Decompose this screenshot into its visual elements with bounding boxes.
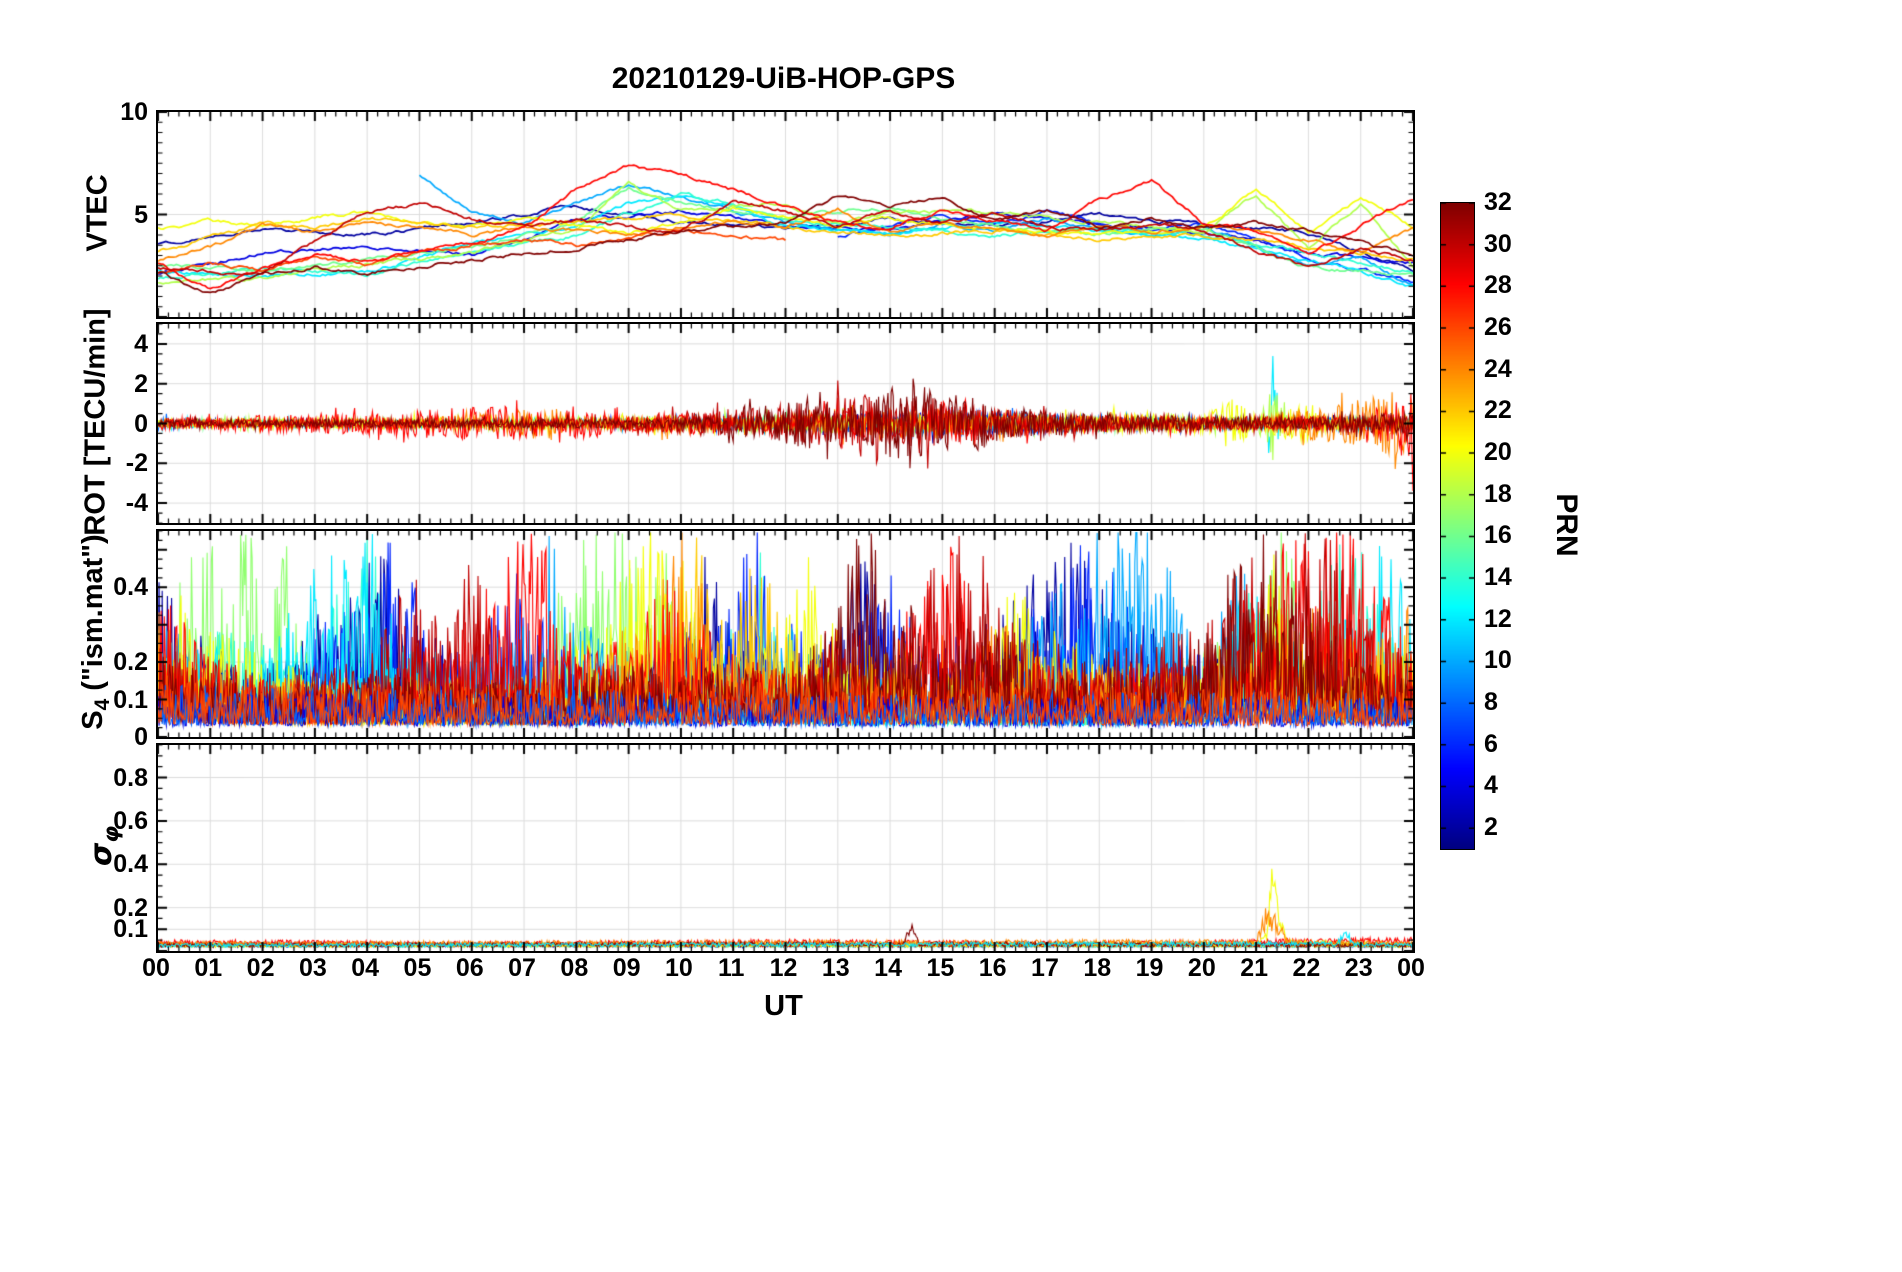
x-tick-label: 19: [1135, 954, 1164, 982]
colorbar-tick-label: 22: [1484, 396, 1512, 425]
y-tick-label: 0: [134, 723, 148, 751]
x-tick-label: 08: [560, 954, 589, 982]
sigma-phi-panel: [156, 743, 1415, 953]
y-tick-label: 2: [134, 369, 148, 398]
y-tick-label: 10: [120, 98, 148, 126]
colorbar-tick-label: 32: [1484, 188, 1512, 216]
x-tick-label: 16: [978, 954, 1007, 982]
chart-title: 20210129-UiB-HOP-GPS: [611, 62, 956, 95]
x-tick-label: 06: [455, 954, 484, 982]
y-tick-label: 5: [134, 200, 148, 229]
rot-panel: [156, 322, 1415, 525]
x-tick-label: 22: [1292, 954, 1321, 982]
y-tick-label: -4: [125, 489, 148, 518]
xlabel-ut: UT: [764, 990, 803, 1022]
x-tick-label: 13: [821, 954, 850, 982]
vtec-panel: [156, 110, 1415, 319]
y-tick-label: 0.2: [113, 893, 148, 922]
colorbar: [1440, 202, 1475, 850]
x-tick-label: 15: [926, 954, 955, 982]
colorbar-tick-label: 10: [1484, 646, 1512, 675]
colorbar-tick-label: 28: [1484, 271, 1512, 300]
x-tick-label: 01: [194, 954, 223, 982]
colorbar-tick-label: 26: [1484, 313, 1512, 342]
colorbar-tick-label: 24: [1484, 354, 1512, 383]
colorbar-tick-label: 4: [1484, 771, 1498, 800]
colorbar-tick-label: 2: [1484, 813, 1498, 842]
colorbar-tick-label: 14: [1484, 563, 1512, 592]
x-tick-label: 05: [403, 954, 432, 982]
colorbar-tick-label: 30: [1484, 229, 1512, 258]
y-tick-label: 0.1: [113, 915, 148, 944]
colorbar-label-prn: PRN: [1550, 493, 1583, 557]
y-tick-label: -2: [125, 449, 148, 478]
x-tick-label: 23: [1344, 954, 1373, 982]
colorbar-tick-label: 12: [1484, 604, 1512, 633]
x-tick-label: 07: [508, 954, 536, 982]
colorbar-tick-label: 8: [1484, 688, 1498, 717]
x-tick-label: 04: [351, 954, 380, 982]
x-tick-label: 02: [246, 954, 275, 982]
x-tick-label: 00: [142, 954, 170, 982]
x-tick-label: 12: [769, 954, 798, 982]
x-tick-label: 03: [298, 954, 327, 982]
x-tick-label: 09: [612, 954, 641, 982]
s4-panel: [156, 529, 1415, 739]
x-tick-label: 21: [1240, 954, 1269, 982]
y-tick-label: 0.8: [113, 763, 148, 792]
y-tick-label: 0.6: [113, 806, 148, 835]
x-tick-label: 11: [717, 954, 745, 982]
colorbar-tick-label: 6: [1484, 729, 1498, 758]
x-tick-label: 18: [1083, 954, 1112, 982]
y-tick-label: 0.1: [113, 685, 148, 714]
y-tick-label: 0.4: [113, 850, 148, 879]
y-tick-label: 0: [134, 409, 148, 438]
colorbar-tick-label: 20: [1484, 438, 1512, 467]
colorbar-tick-label: 16: [1484, 521, 1512, 550]
colorbar-tick-label: 18: [1484, 479, 1512, 508]
x-tick-label: 20: [1187, 954, 1216, 982]
x-tick-label: 14: [874, 954, 902, 982]
y-tick-label: 0.4: [113, 573, 148, 602]
y-tick-label: 4: [134, 329, 148, 358]
x-tick-label: 17: [1031, 954, 1059, 982]
x-tick-label: 00: [1397, 954, 1425, 982]
y-tick-label: 0.2: [113, 648, 148, 677]
x-tick-label: 10: [665, 954, 693, 982]
